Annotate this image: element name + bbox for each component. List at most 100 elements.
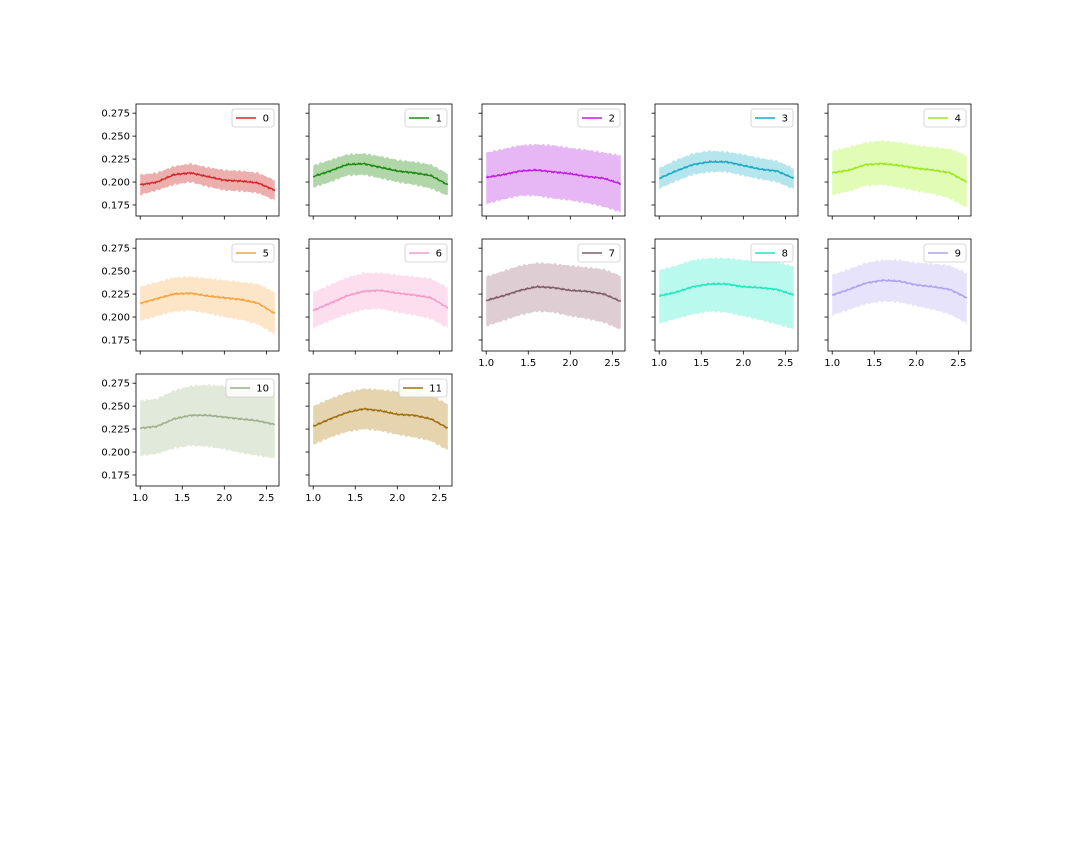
band-9	[832, 259, 967, 325]
legend-label: 9	[955, 249, 961, 260]
legend-7: 7	[577, 243, 621, 263]
y-tick-label: 0.275	[101, 244, 130, 255]
subplot-5: 0.175 0.200 0.225 0.250 0.275 5	[101, 238, 280, 355]
legend-10: 10	[225, 378, 275, 398]
x-tick-label: 1.0	[478, 358, 494, 369]
axes-frame	[654, 238, 799, 352]
y-tick-label: 0.275	[101, 109, 130, 120]
x-tick-label: 2.5	[777, 358, 793, 369]
band-7	[486, 262, 621, 330]
line-2	[485, 168, 622, 186]
line-3	[658, 159, 795, 180]
line-11	[312, 407, 449, 429]
legend-label: 11	[429, 384, 442, 395]
legend-4: 4	[923, 108, 967, 128]
subplot-1: 1	[305, 103, 453, 220]
legend-6: 6	[404, 243, 448, 263]
axes-frame	[308, 103, 453, 217]
x-tick-label: 1.5	[347, 493, 363, 504]
y-tick-label: 0.225	[101, 425, 130, 436]
legend-label: 0	[263, 114, 269, 125]
axes-frame	[308, 373, 453, 487]
line-9	[831, 278, 968, 299]
band-8	[659, 257, 794, 329]
y-tick-label: 0.175	[101, 335, 130, 346]
x-tick-label: 1.5	[174, 493, 190, 504]
x-tick-label: 1.5	[520, 358, 536, 369]
x-tick-label: 2.0	[389, 493, 405, 504]
subplot-4: 4	[824, 103, 972, 220]
x-tick-label: 1.0	[132, 493, 148, 504]
legend-label: 8	[782, 249, 788, 260]
x-tick-label: 2.5	[604, 358, 620, 369]
band-0	[140, 162, 275, 201]
x-tick-label: 1.0	[651, 358, 667, 369]
legend-0: 0	[231, 108, 275, 128]
legend-5: 5	[231, 243, 275, 263]
line-5	[139, 292, 276, 314]
y-tick-label: 0.200	[101, 178, 130, 189]
line-4	[831, 162, 967, 183]
axes-frame	[135, 103, 280, 217]
x-tick-label: 2.0	[735, 358, 751, 369]
x-tick-label: 1.0	[305, 493, 321, 504]
axes-frame	[135, 373, 280, 487]
legend-9: 9	[923, 243, 967, 263]
line-0	[139, 171, 276, 192]
y-tick-label: 0.175	[101, 200, 130, 211]
y-tick-label: 0.275	[101, 379, 130, 390]
subplot-0: 0.175 0.200 0.225 0.250 0.275 0	[101, 103, 280, 220]
band-4	[832, 139, 967, 208]
line-1	[312, 162, 449, 186]
axes-frame	[481, 103, 626, 217]
axes-frame	[481, 238, 626, 352]
subplot-10: 0.175 0.200 0.225 0.250 0.275 1.0 1.5 2.0 2.5 10	[101, 373, 280, 504]
band-5	[140, 276, 275, 335]
x-tick-label: 1.5	[693, 358, 709, 369]
line-8	[658, 282, 794, 298]
subplot-3: 3	[651, 103, 799, 220]
legend-11: 11	[398, 378, 448, 398]
x-tick-label: 1.0	[824, 358, 840, 369]
subplot-9: 1.0 1.5 2.0 2.5 9	[824, 238, 972, 369]
legend-label: 7	[609, 249, 615, 260]
y-tick-label: 0.250	[101, 402, 130, 413]
legend-label: 3	[782, 114, 788, 125]
subplot-7: 1.0 1.5 2.0 2.5 7	[478, 238, 626, 369]
legend-label: 4	[955, 114, 961, 125]
y-tick-label: 0.200	[101, 313, 130, 324]
x-tick-label: 2.5	[950, 358, 966, 369]
y-tick-label: 0.200	[101, 448, 130, 459]
band-2	[486, 143, 621, 213]
legend-label: 5	[263, 249, 269, 260]
y-tick-label: 0.250	[101, 267, 130, 278]
line-10	[139, 413, 275, 430]
band-3	[659, 149, 794, 191]
axes-frame	[654, 103, 799, 217]
line-6	[312, 288, 449, 312]
x-tick-label: 2.5	[431, 493, 447, 504]
subplot-2: 2	[478, 103, 626, 220]
subplot-8: 1.0 1.5 2.0 2.5 8	[651, 238, 799, 369]
x-tick-label: 2.5	[258, 493, 274, 504]
legend-3: 3	[750, 108, 794, 128]
y-tick-label: 0.175	[101, 470, 130, 481]
axes-frame	[135, 238, 280, 352]
axes-frame	[827, 103, 972, 217]
x-tick-label: 2.0	[562, 358, 578, 369]
band-6	[313, 271, 448, 329]
legend-2: 2	[577, 108, 621, 128]
legend-label: 1	[436, 114, 442, 125]
subplot-11: 1.0 1.5 2.0 2.5 11	[305, 373, 453, 504]
band-11	[313, 388, 448, 451]
axes-frame	[827, 238, 972, 352]
legend-1: 1	[404, 108, 448, 128]
subplot-6: 6	[305, 238, 453, 355]
y-tick-label: 0.225	[101, 290, 130, 301]
line-7	[485, 284, 622, 302]
x-tick-label: 1.5	[866, 358, 882, 369]
y-tick-label: 0.225	[101, 155, 130, 166]
axes-frame	[308, 238, 453, 352]
legend-label: 6	[436, 249, 442, 260]
